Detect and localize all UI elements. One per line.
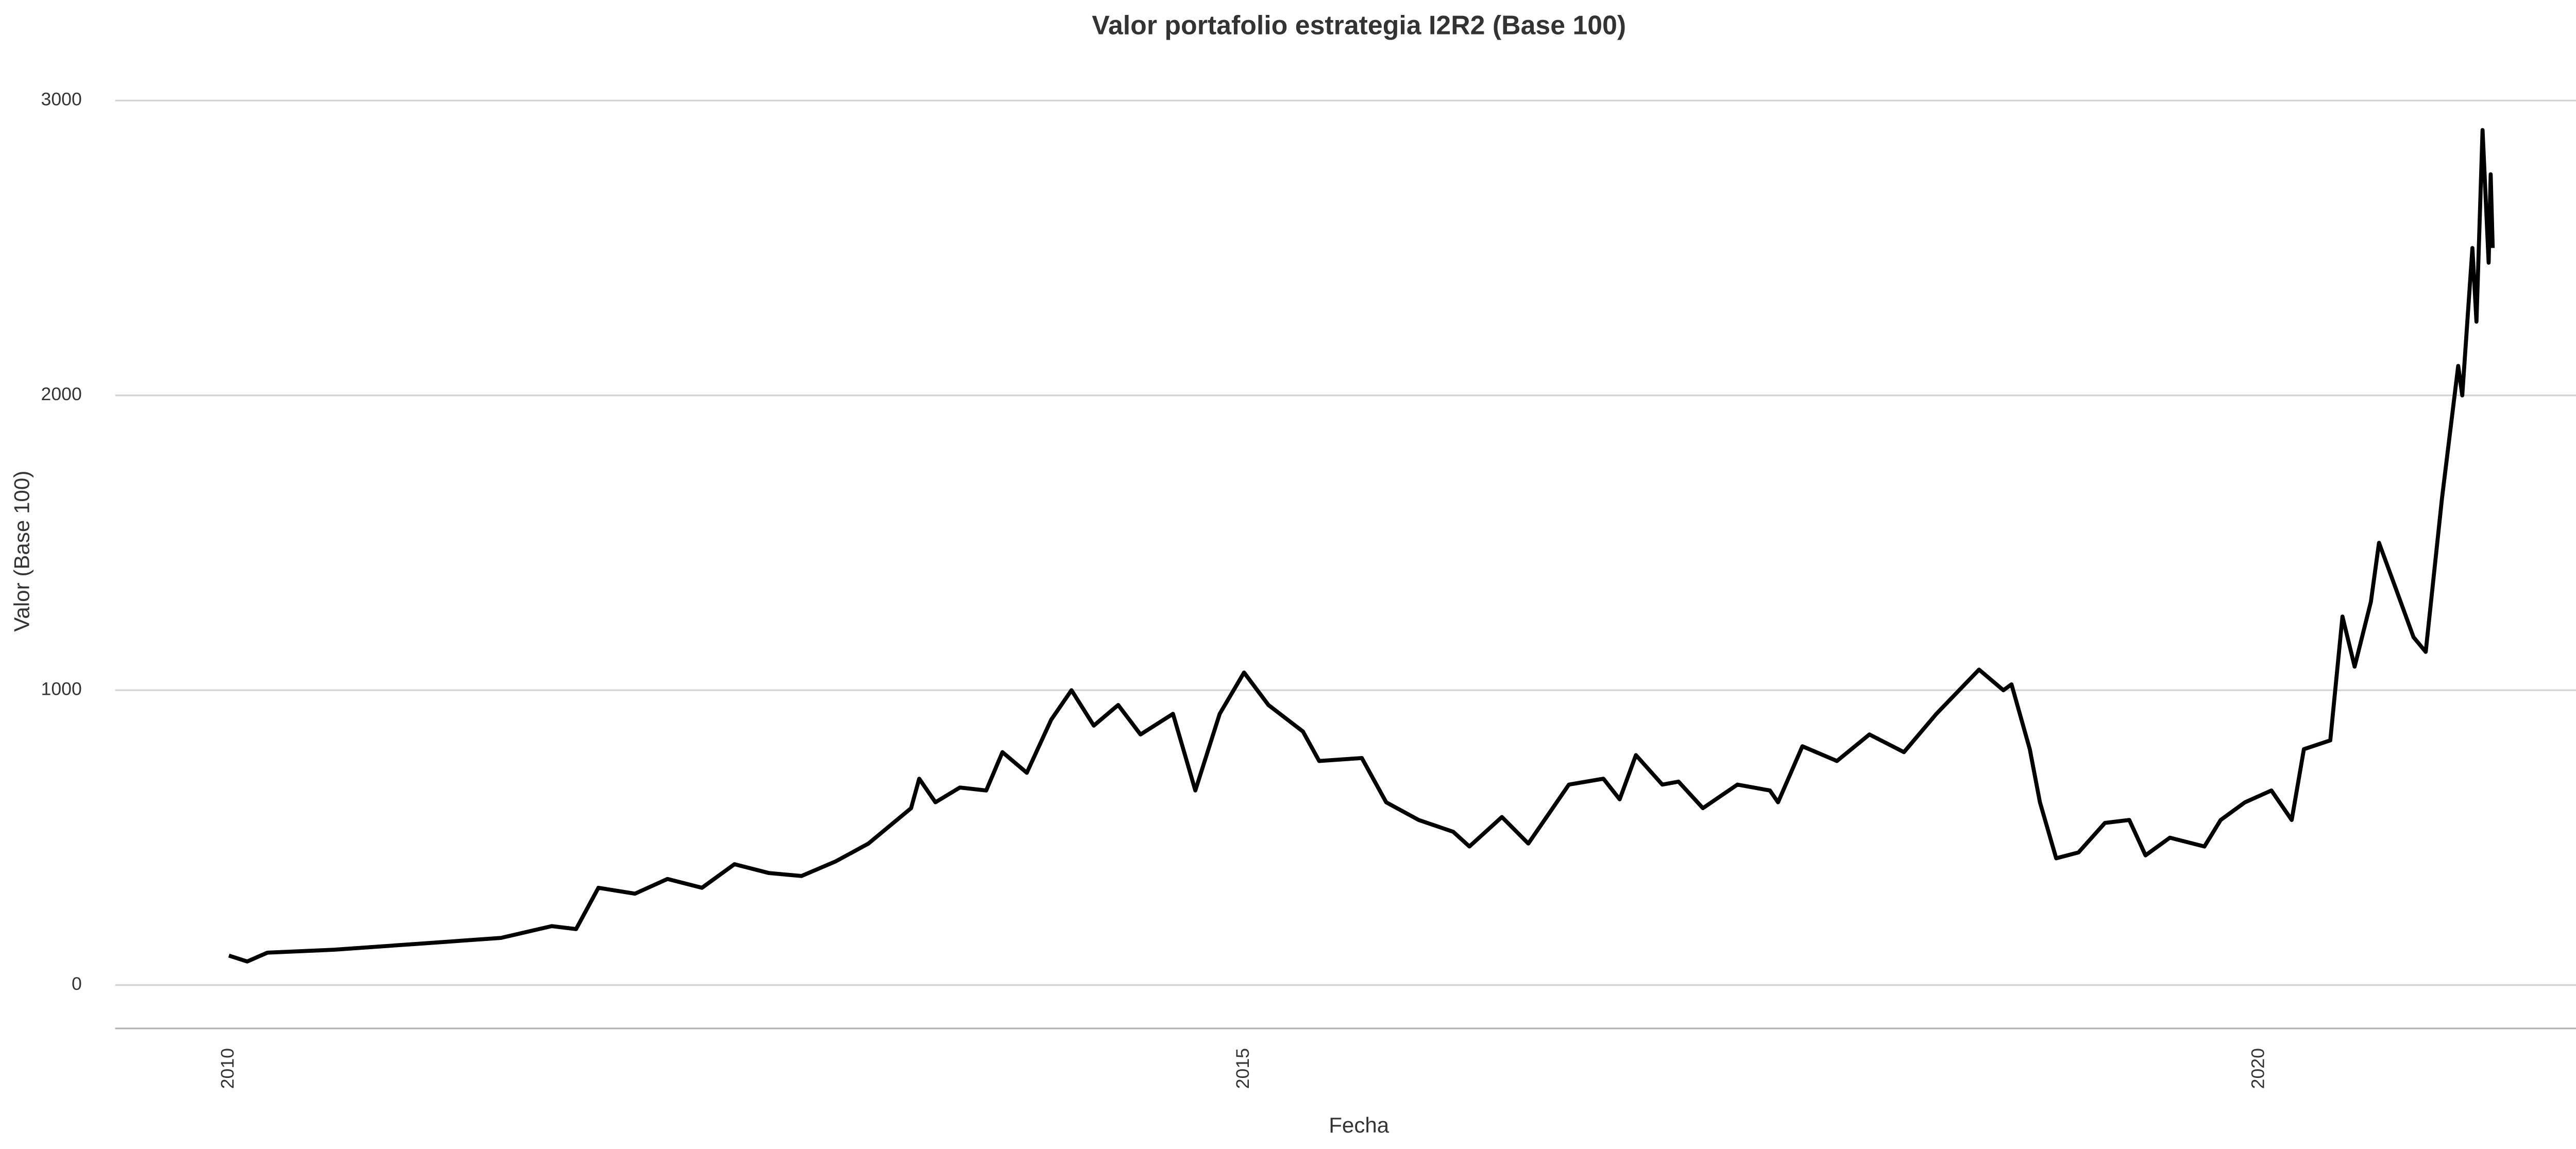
x-axis-label: Fecha — [1329, 1113, 1389, 1137]
y-axis-label: Valor (Base 100) — [9, 471, 33, 632]
y-tick-label: 2000 — [41, 384, 82, 404]
y-tick-label: 0 — [72, 973, 82, 994]
y-tick-label: 1000 — [41, 679, 82, 699]
x-tick-label: 2020 — [2248, 1048, 2268, 1089]
x-tick-label: 2015 — [1232, 1048, 1253, 1089]
chart-title: Valor portafolio estrategia I2R2 (Base 1… — [1092, 10, 1626, 40]
data-line — [228, 128, 2495, 964]
x-tick-label: 2010 — [217, 1048, 238, 1089]
y-tick-label: 3000 — [41, 89, 82, 110]
